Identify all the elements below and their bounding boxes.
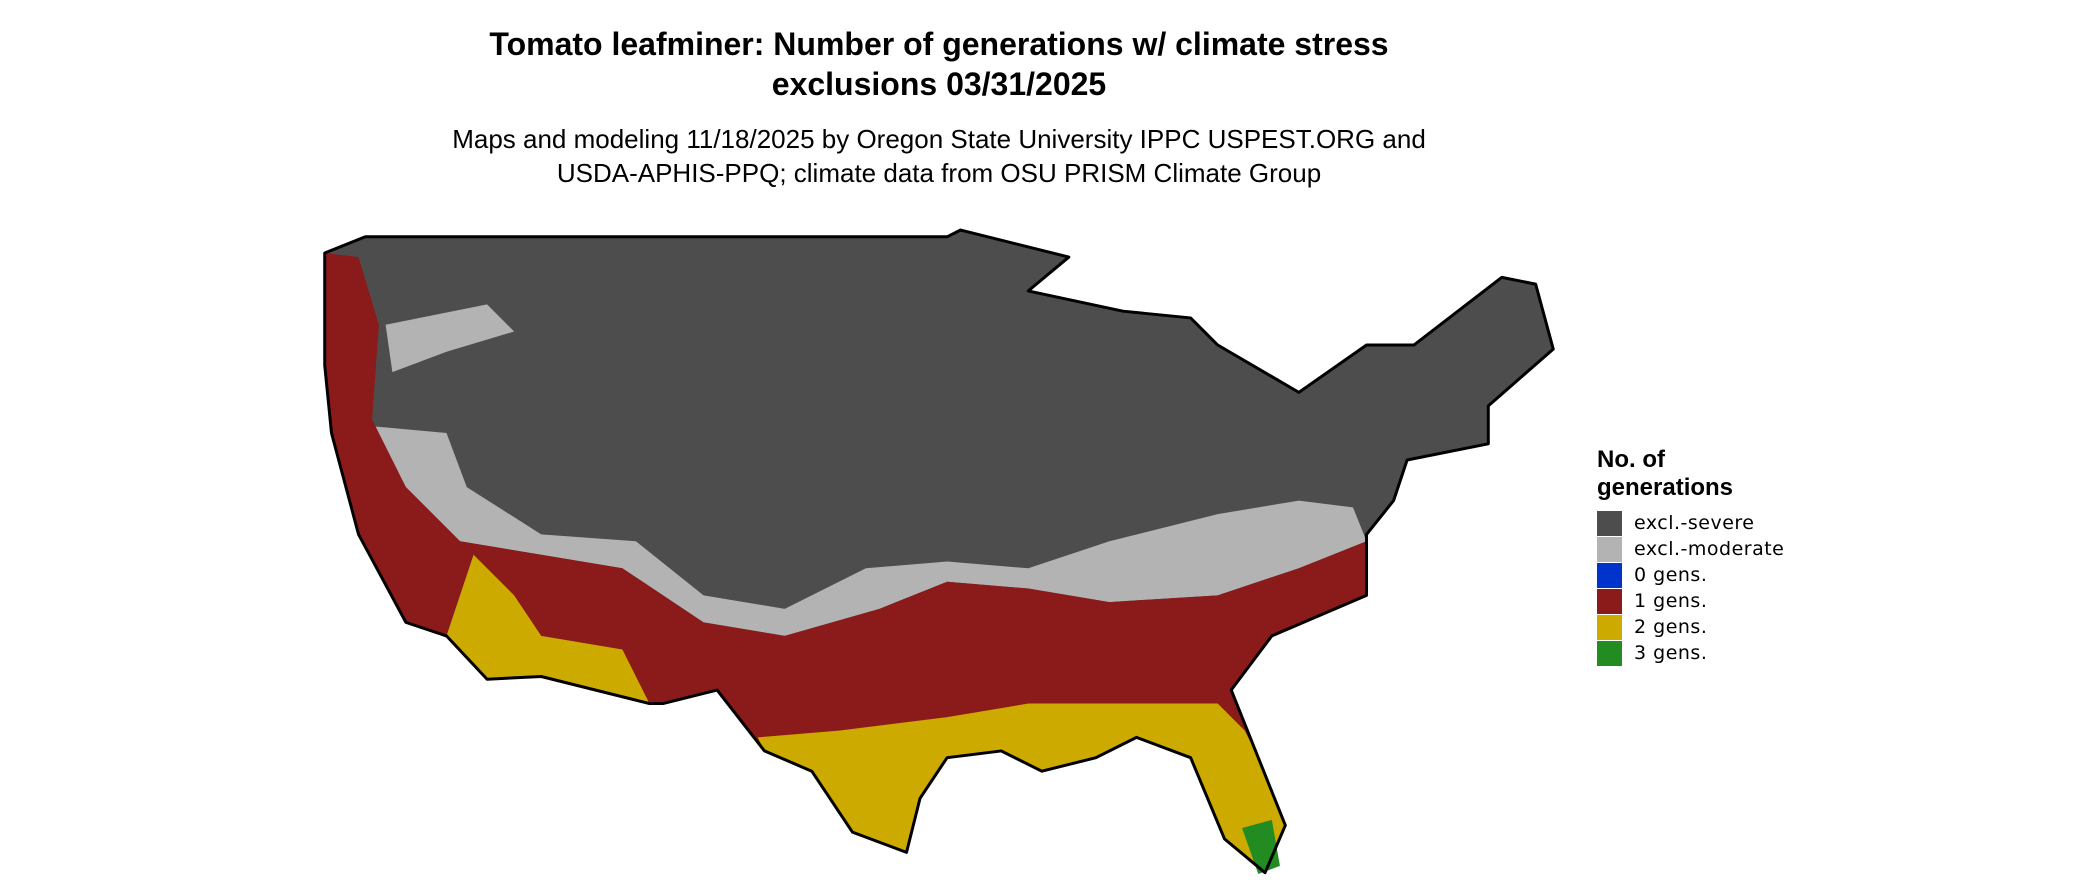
map-region bbox=[385, 304, 515, 373]
legend-title: No. of generations bbox=[1597, 446, 1734, 501]
legend-item: 3 gens. bbox=[1597, 640, 1784, 666]
legend: No. of generations excl.-severe excl.-mod… bbox=[1597, 446, 1784, 666]
legend-swatch bbox=[1597, 562, 1622, 588]
legend-label: 2 gens. bbox=[1634, 616, 1708, 638]
legend-label: excl.-severe bbox=[1634, 512, 1755, 534]
map-region bbox=[324, 230, 1554, 873]
legend-label: 3 gens. bbox=[1634, 642, 1708, 664]
legend-swatch bbox=[1597, 614, 1622, 640]
map-subtitle: Maps and modeling 11/18/2025 by Oregon S… bbox=[452, 124, 1426, 188]
map-title: Tomato leafminer: Number of generations … bbox=[489, 26, 1389, 102]
legend-label: 0 gens. bbox=[1634, 564, 1708, 586]
legend-swatch bbox=[1597, 510, 1622, 536]
legend-item: excl.-moderate bbox=[1597, 536, 1784, 562]
legend-swatch bbox=[1597, 640, 1622, 666]
legend-item: 0 gens. bbox=[1597, 562, 1784, 588]
legend-label: excl.-moderate bbox=[1634, 538, 1785, 560]
legend-item: 1 gens. bbox=[1597, 588, 1784, 614]
legend-swatch bbox=[1597, 536, 1622, 562]
legend-item: excl.-severe bbox=[1597, 510, 1784, 536]
map-region bbox=[372, 426, 1367, 636]
map-region bbox=[323, 228, 1555, 875]
map-region bbox=[757, 703, 1286, 873]
map-region bbox=[446, 554, 650, 704]
legend-label: 1 gens. bbox=[1634, 590, 1708, 612]
legend-swatch bbox=[1597, 588, 1622, 614]
legend-item: 2 gens. bbox=[1597, 614, 1784, 640]
